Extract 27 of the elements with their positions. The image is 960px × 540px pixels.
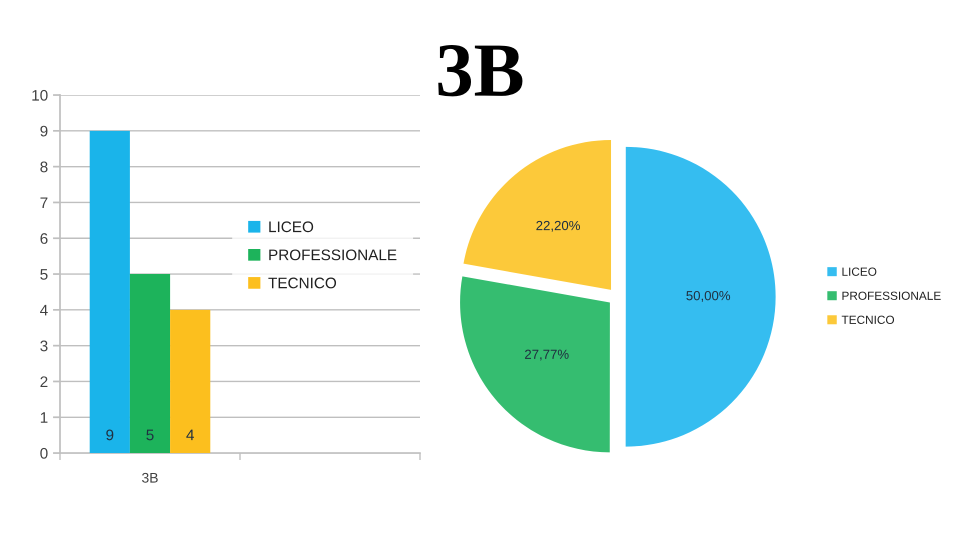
- data-label: 4: [186, 430, 194, 440]
- data-label: 9: [106, 430, 114, 440]
- y-tick-label: 4: [40, 304, 48, 316]
- legend-label: PROFESSIONALE: [842, 292, 941, 300]
- y-tick-label: 5: [40, 269, 48, 280]
- y-tick-label: 7: [40, 197, 48, 208]
- legend-label: PROFESSIONALE: [269, 249, 396, 260]
- y-tick-label: 2: [40, 376, 48, 387]
- legend-label: TECNICO: [842, 316, 894, 324]
- y-tick-label: 9: [40, 126, 48, 137]
- legend-label: LICEO: [842, 268, 876, 276]
- bar: [170, 310, 210, 454]
- legend-label: TECNICO: [268, 278, 336, 288]
- chart-title: 3B: [438, 45, 522, 96]
- y-tick-label: 1: [40, 412, 48, 423]
- y-tick-label: 0: [40, 448, 48, 459]
- data-label: 5: [146, 430, 154, 440]
- bar: [130, 274, 170, 454]
- data-label: 50,00%: [686, 290, 730, 302]
- y-tick-label: 6: [40, 233, 48, 244]
- y-tick-label: 8: [40, 162, 48, 172]
- bar: [90, 130, 130, 454]
- legend-label: LICEO: [269, 221, 314, 232]
- y-tick-label: 3: [40, 340, 48, 352]
- data-label: 22,20%: [536, 220, 580, 232]
- data-label: 27,77%: [525, 350, 569, 361]
- y-tick-label: 10: [32, 90, 48, 101]
